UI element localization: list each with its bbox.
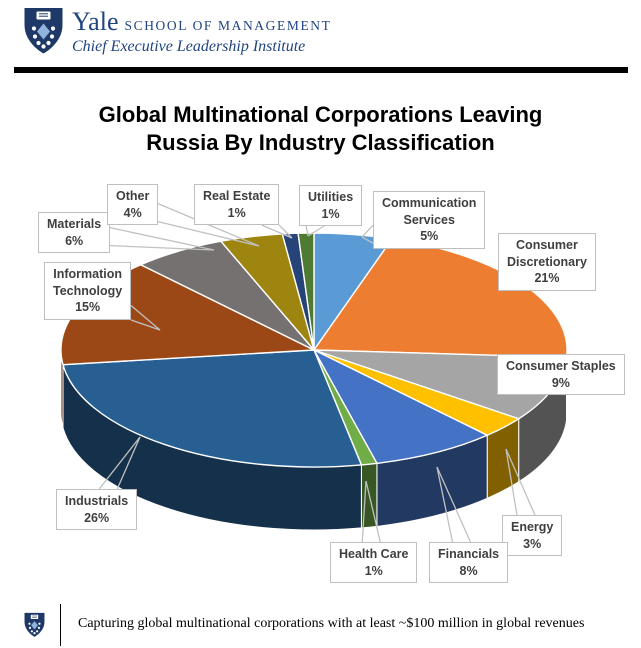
pie-leader-line <box>98 436 141 490</box>
yale-shield-logo <box>24 8 63 54</box>
pie-callout-industrials: Industrials 26% <box>56 489 138 530</box>
pie-leader-line <box>307 225 325 237</box>
pie-callout-materials: Materials 6% <box>38 212 111 253</box>
pie-callout-communication-services: Communication Services 5% <box>373 191 486 249</box>
pie-callout-consumer-staples: Consumer Staples 9% <box>497 354 625 395</box>
pie-leader-line <box>505 448 518 516</box>
pie-leader-line <box>261 224 293 239</box>
pie-callout-financials: Financials 8% <box>429 542 509 583</box>
pie-leader-line <box>130 319 161 331</box>
pie-leader-line <box>305 225 309 237</box>
footer-note: Capturing global multinational corporati… <box>78 616 585 631</box>
footer-divider <box>60 604 61 646</box>
chart-title: Global Multinational Corporations Leavin… <box>98 102 543 155</box>
yale-shield-logo-small <box>24 612 45 637</box>
wordmark-yale: Yale <box>72 7 119 36</box>
pie-slice-financials <box>313 349 488 465</box>
pie-callout-real-estate: Real Estate 1% <box>194 184 280 225</box>
pie-leader-line <box>109 226 215 251</box>
shield-diamond-icon <box>37 23 50 40</box>
pie-leader-line <box>130 305 161 331</box>
pie-callout-health-care: Health Care 1% <box>330 542 418 583</box>
wordmark-tagline: Chief Executive Leadership Institute <box>72 38 306 55</box>
pie-leader-line <box>505 448 536 516</box>
pie-leader-line <box>278 224 293 239</box>
pie-callout-information-technology: Information Technology 15% <box>44 262 132 320</box>
pie-leader-line <box>436 466 472 543</box>
pie-slice-industrials <box>62 349 363 468</box>
pie-leader-line <box>361 224 374 238</box>
pie-callout-utilities: Utilities 1% <box>299 185 363 226</box>
pie-callout-consumer-discretionary: Consumer Discretionary 21% <box>498 233 596 291</box>
divider-rule <box>14 67 628 73</box>
pie-callout-energy: Energy 3% <box>502 515 563 556</box>
pie-leader-line <box>436 466 454 543</box>
pie-leader-line <box>116 436 141 490</box>
pie-leader-line <box>361 236 374 244</box>
pie-leader-line <box>365 480 381 543</box>
pie-callout-other: Other 4% <box>107 184 159 225</box>
header-wordmark: Yale SCHOOL OF MANAGEMENT Chief Executive… <box>72 9 332 56</box>
pie-leader-line <box>109 244 215 251</box>
pie-leader-line <box>361 480 367 543</box>
pie-leader-line <box>157 220 260 247</box>
wordmark-school-of-management: SCHOOL OF MANAGEMENT <box>124 18 332 33</box>
